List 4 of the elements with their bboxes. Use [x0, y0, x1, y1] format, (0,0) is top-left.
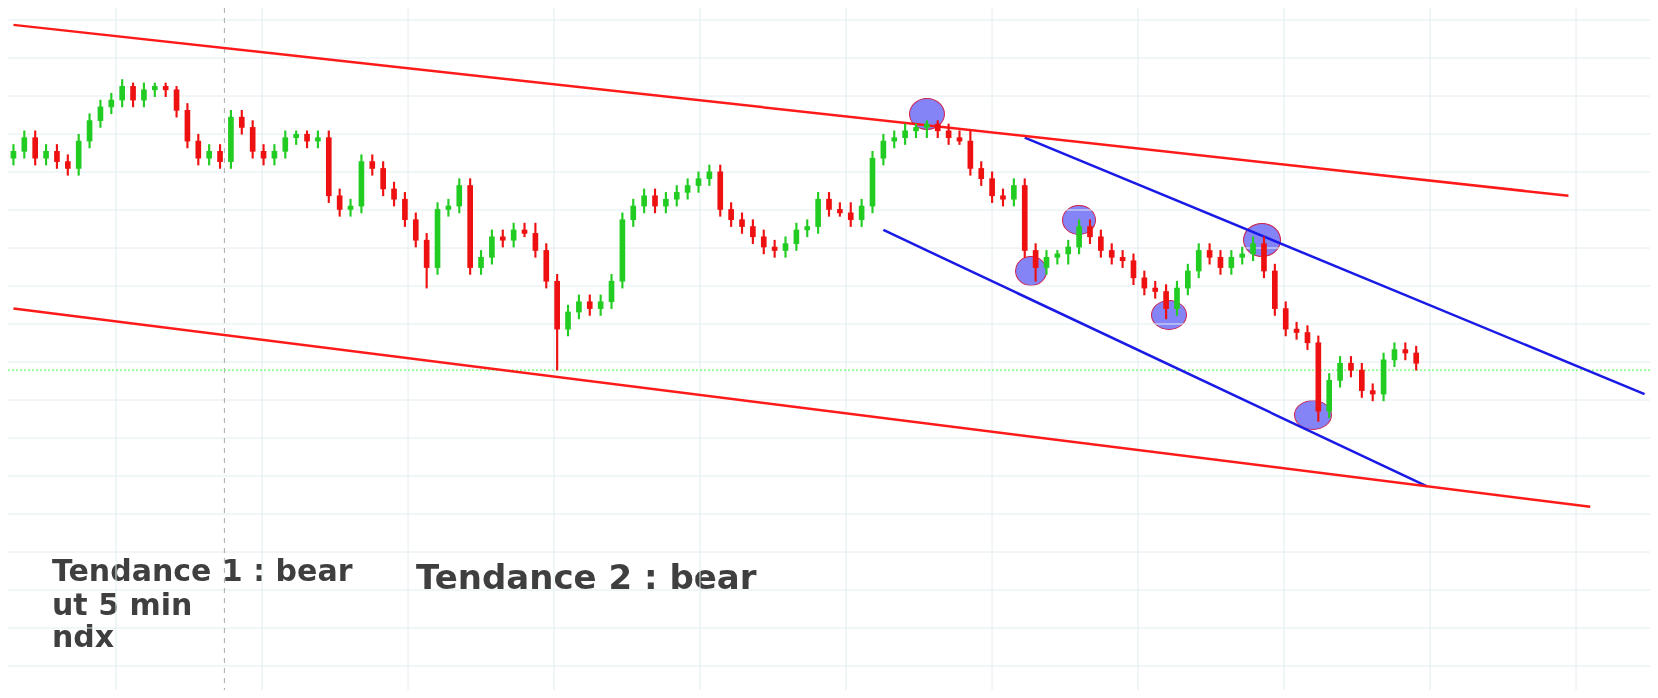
text: Tendance 2 : bear: [416, 557, 757, 597]
text: Tendance 1 : bear: [52, 553, 353, 588]
text: ut 5 min: [52, 587, 193, 622]
text: ndx: [52, 619, 115, 654]
